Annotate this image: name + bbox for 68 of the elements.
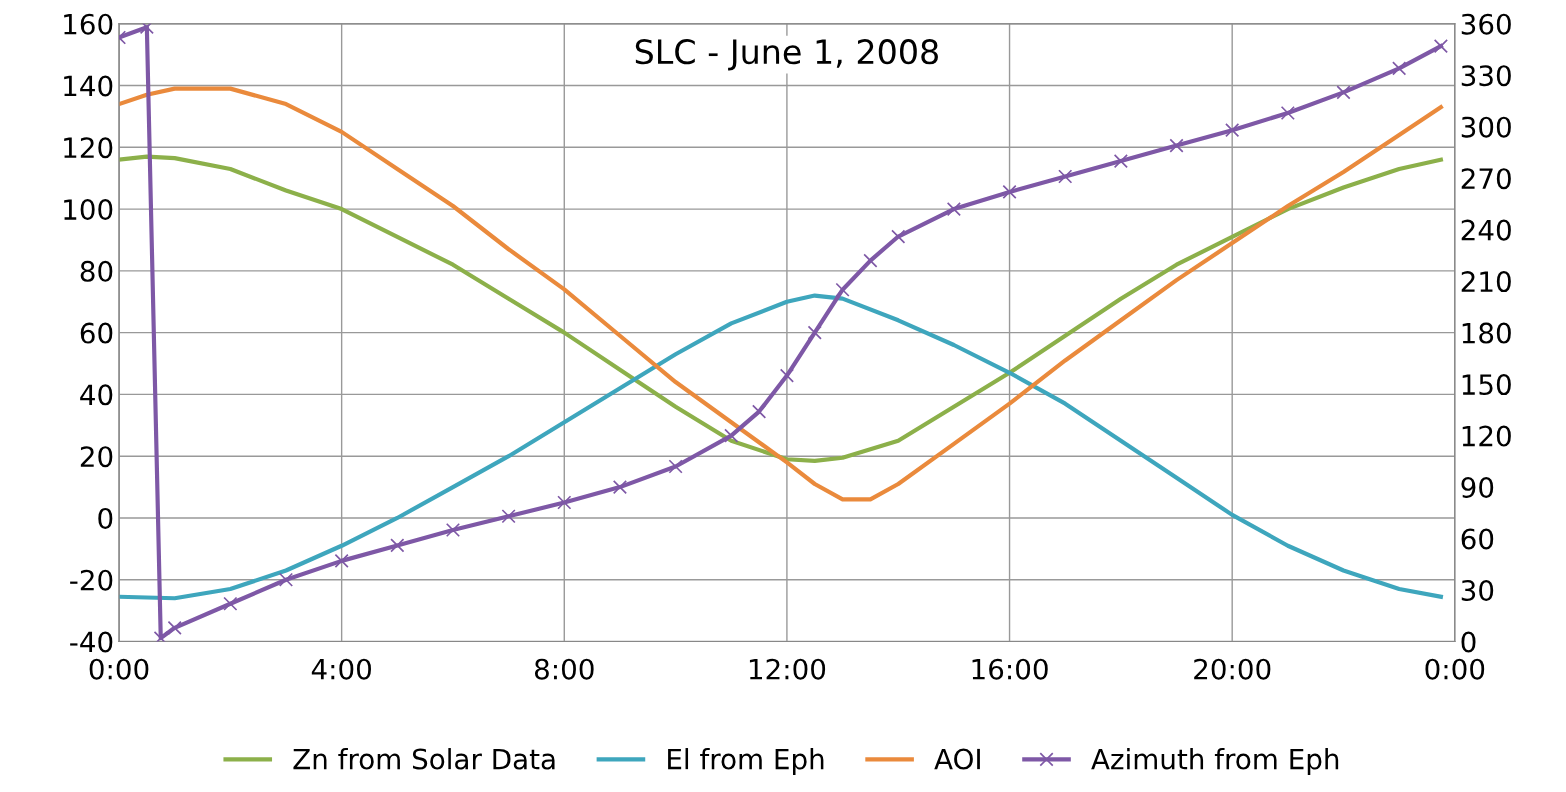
point xyxy=(223,596,238,611)
point xyxy=(139,23,154,35)
y2-tick-label: 330 xyxy=(1461,65,1511,87)
chart-title: SLC - June 1, 2008 xyxy=(635,39,938,71)
legend-label: Azimuth from Eph xyxy=(1091,748,1339,775)
y2-tick-label: 0 xyxy=(1461,631,1476,653)
y-tick-label: 0 xyxy=(98,507,113,529)
point xyxy=(390,538,405,553)
point xyxy=(835,282,850,297)
point xyxy=(153,631,168,642)
point xyxy=(752,404,767,419)
point xyxy=(167,620,182,635)
point xyxy=(807,325,822,340)
y2-tick-label: 270 xyxy=(1461,168,1511,190)
point xyxy=(1392,61,1407,76)
point xyxy=(668,459,683,474)
point xyxy=(946,202,961,217)
point xyxy=(863,253,878,268)
x-tick-label: 12:00 xyxy=(749,658,826,680)
point xyxy=(1280,105,1295,121)
y2-tick-label: 90 xyxy=(1461,477,1494,499)
y-tick-label: -40 xyxy=(70,631,113,653)
y2-tick-label: 30 xyxy=(1461,579,1494,601)
y2-tick-label: 120 xyxy=(1462,425,1511,447)
x-tick-label: 16:00 xyxy=(972,658,1048,680)
point xyxy=(501,509,516,524)
line-series xyxy=(119,293,1443,601)
y2-tick-label: 60 xyxy=(1461,528,1494,550)
x-tick-label: 0:00 xyxy=(89,658,149,680)
y-tick-label: 80 xyxy=(80,260,113,282)
point xyxy=(612,479,628,495)
point xyxy=(557,495,572,510)
point xyxy=(1058,169,1073,184)
legend-label: AOI xyxy=(934,748,980,770)
point xyxy=(334,553,349,568)
point xyxy=(278,572,294,587)
x-tick-label: 8:00 xyxy=(534,658,594,680)
point xyxy=(1336,85,1351,100)
y-tick-label: 140 xyxy=(64,75,113,97)
x-tick-label: 4:00 xyxy=(311,658,371,680)
x-tick-label: 20:00 xyxy=(1194,658,1271,680)
legend-label: El from Eph xyxy=(668,748,824,775)
point xyxy=(1113,153,1128,169)
y-tick-label: 60 xyxy=(80,322,113,344)
y-tick-label: 100 xyxy=(64,199,113,221)
y-tick-label: 160 xyxy=(64,13,113,35)
point xyxy=(779,368,795,383)
point xyxy=(445,522,461,538)
y-tick-label: 40 xyxy=(80,384,113,406)
point xyxy=(1225,123,1240,138)
y2-tick-label: 360 xyxy=(1461,13,1511,35)
y2-tick-label: 180 xyxy=(1462,322,1511,344)
y2-tick-label: 240 xyxy=(1461,219,1511,241)
y2-tick-label: 150 xyxy=(1462,374,1511,396)
x-tick-label: 0:00 xyxy=(1425,658,1485,680)
line-series xyxy=(119,154,1443,463)
y-tick-label: 120 xyxy=(64,137,113,159)
point xyxy=(1433,38,1448,54)
line-series xyxy=(119,86,1443,502)
point xyxy=(1002,184,1017,200)
point xyxy=(724,428,739,443)
legend-label: Zn from Solar Data xyxy=(293,748,555,770)
y-tick-label: -20 xyxy=(70,569,113,591)
y-tick-label: 20 xyxy=(80,446,113,468)
y2-tick-label: 210 xyxy=(1461,271,1511,293)
point xyxy=(1169,138,1184,153)
point xyxy=(891,229,906,244)
y2-tick-label: 300 xyxy=(1461,116,1511,138)
